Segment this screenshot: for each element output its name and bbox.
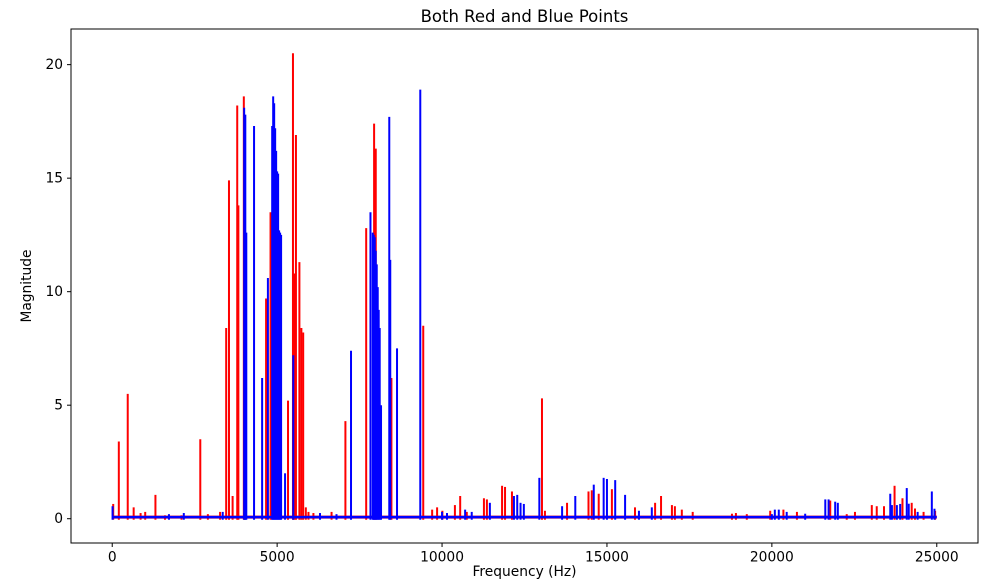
x-tick-label: 5000 [260, 550, 295, 566]
x-tick-label: 15000 [585, 550, 629, 566]
plot-spines [70, 28, 979, 544]
x-axis-label: Frequency (Hz) [472, 564, 577, 580]
y-tick-label: 5 [54, 398, 63, 414]
chart-title: Both Red and Blue Points [420, 7, 629, 26]
plot-background [71, 29, 978, 543]
y-tick-label: 10 [45, 284, 63, 300]
x-tick-label: 10000 [420, 550, 464, 566]
y-axis-label-text: Magnitude [19, 249, 35, 323]
x-tick-label: 20000 [750, 550, 794, 566]
y-tick-label: 15 [45, 171, 63, 187]
y-tick-label: 0 [54, 511, 63, 527]
x-tick-label: 0 [108, 550, 117, 566]
y-tick-label: 20 [45, 57, 63, 73]
x-tick-label: 25000 [915, 550, 959, 566]
